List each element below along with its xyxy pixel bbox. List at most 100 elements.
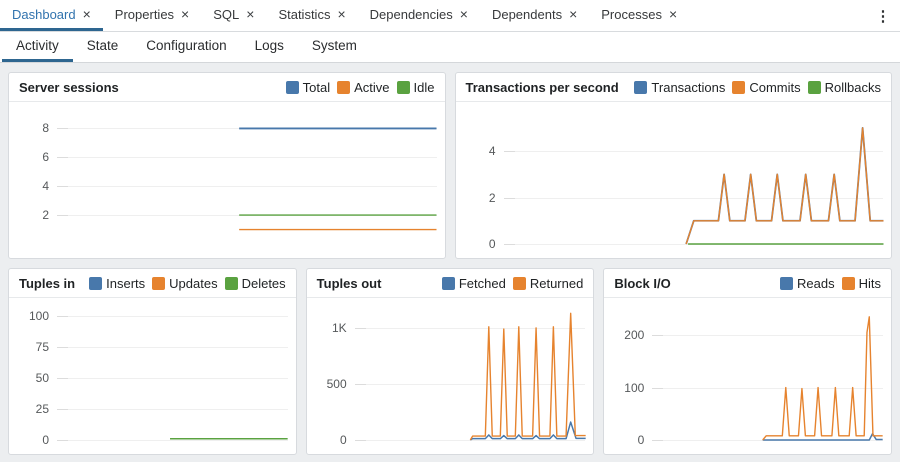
legend-swatch (152, 277, 166, 290)
tab-label: Statistics (278, 6, 331, 22)
document-tab-statistics[interactable]: Statistics × (266, 0, 357, 31)
tick-mark (503, 197, 515, 199)
document-tab-dependents[interactable]: Dependents × (480, 0, 589, 31)
y-tick-label: 100 (624, 380, 645, 395)
chart-legend: Transactions Commits Rollbacks (634, 80, 881, 95)
document-tab-sql[interactable]: SQL × (201, 0, 266, 31)
legend-label: Fetched (458, 276, 506, 291)
panel-title: Tuples in (19, 276, 76, 291)
legend-item-commits: Commits (732, 80, 801, 95)
y-tick-label: 0 (339, 433, 347, 447)
close-tab-icon[interactable]: × (246, 6, 255, 22)
legend-label: Updates (169, 276, 218, 291)
tab-label: Properties (114, 6, 175, 22)
line-chart: 1K 500 0 (327, 310, 586, 447)
tick-mark (57, 157, 68, 159)
panel-header: Transactions per second Transactions Comm… (455, 73, 891, 102)
dashboard-tab-system[interactable]: System (311, 38, 357, 53)
panel-block-io: Block I/O Reads Hits 200 100 0 (603, 268, 892, 455)
dashboard-tab-configuration[interactable]: Configuration (146, 38, 227, 53)
series-line-commits (686, 128, 883, 244)
panel-header: Tuples out Fetched Returned (306, 269, 594, 298)
gridline (503, 151, 883, 153)
chart-series-svg (57, 114, 437, 244)
close-tab-icon[interactable]: × (569, 6, 578, 22)
y-tick-label: 4 (42, 179, 49, 194)
document-tab-processes[interactable]: Processes × (589, 0, 689, 31)
tick-mark (57, 409, 68, 411)
tick-mark (354, 327, 366, 329)
gridline (503, 197, 883, 199)
document-tab-dependencies[interactable]: Dependencies × (358, 0, 480, 31)
panel-title: Transactions per second (465, 80, 619, 95)
tab-label: Dependents (491, 6, 563, 22)
close-tab-icon[interactable]: × (181, 6, 190, 22)
series-line-transactions (686, 128, 883, 244)
gridline (57, 316, 288, 318)
y-tick-label: 25 (35, 402, 49, 417)
y-tick-label: 50 (35, 371, 49, 386)
dashboard-tab-logs[interactable]: Logs (254, 38, 284, 53)
kebab-menu-icon[interactable]: ⋮ (875, 7, 891, 25)
tab-label: Dashboard (12, 6, 76, 22)
dashboard-tab-activity[interactable]: Activity (2, 32, 73, 62)
panel-header: Block I/O Reads Hits (604, 269, 891, 298)
document-tab-bar: Dashboard × Properties × SQL × Statistics × Depe… (0, 0, 900, 32)
gridline (354, 440, 586, 441)
legend-item-returned: Returned (512, 276, 583, 291)
tick-mark (652, 335, 664, 337)
legend-item-reads: Reads (780, 276, 835, 291)
legend-item-fetched: Fetched (441, 276, 506, 291)
legend-item-active: Active (337, 80, 390, 95)
gridline (652, 335, 883, 337)
line-chart: 100 75 50 25 0 (29, 309, 288, 447)
y-tick-label: 75 (35, 340, 49, 355)
chart-series-svg (57, 310, 288, 440)
legend-swatch (512, 277, 526, 290)
legend-swatch (634, 81, 648, 94)
gridline (652, 387, 883, 389)
panel-server-sessions: Server sessions Total Active Idle 8 6 4 2 (8, 72, 446, 259)
legend-item-total: Total (285, 80, 330, 95)
tick-mark (354, 440, 366, 441)
y-tick-label: 6 (42, 150, 49, 165)
document-tab-properties[interactable]: Properties × (103, 0, 201, 31)
chart-legend: Reads Hits (780, 276, 881, 291)
tick-mark (57, 440, 68, 441)
legend-item-deletes: Deletes (224, 276, 286, 291)
legend-swatch (337, 81, 351, 94)
legend-swatch (224, 277, 238, 290)
legend-swatch (732, 81, 746, 94)
document-tab-dashboard[interactable]: Dashboard × (0, 0, 103, 31)
chart-legend: Fetched Returned (441, 276, 583, 291)
dashboard-tab-state[interactable]: State (86, 38, 119, 53)
tick-mark (652, 387, 664, 389)
chart-body: 8 6 4 2 (9, 102, 445, 258)
dashboard-content: Server sessions Total Active Idle 8 6 4 2 Tra… (0, 63, 900, 462)
gridline (57, 157, 437, 159)
chart-body: 200 100 0 (604, 298, 891, 454)
legend-label: Idle (413, 80, 435, 95)
chart-series-svg (652, 310, 883, 440)
y-tick-label: 2 (488, 190, 496, 205)
close-tab-icon[interactable]: × (459, 6, 468, 22)
y-tick-label: 0 (637, 433, 645, 447)
legend-label: Hits (858, 276, 881, 291)
chart-legend: Inserts Updates Deletes (89, 276, 286, 291)
close-tab-icon[interactable]: × (82, 6, 91, 22)
close-tab-icon[interactable]: × (668, 6, 678, 22)
tick-mark (57, 215, 68, 217)
legend-item-transactions: Transactions (634, 80, 725, 95)
gridline (354, 383, 586, 385)
gridline (354, 327, 586, 329)
y-tick-label: 500 (326, 376, 347, 391)
y-tick-label: 0 (488, 237, 496, 251)
close-tab-icon[interactable]: × (337, 6, 346, 22)
tick-mark (57, 347, 68, 349)
y-tick-label: 1K (331, 320, 347, 335)
tick-mark (57, 378, 68, 380)
legend-item-rollbacks: Rollbacks (807, 80, 881, 95)
series-line-fetched (470, 422, 585, 440)
tab-label: SQL (213, 6, 240, 22)
legend-swatch (89, 277, 103, 290)
